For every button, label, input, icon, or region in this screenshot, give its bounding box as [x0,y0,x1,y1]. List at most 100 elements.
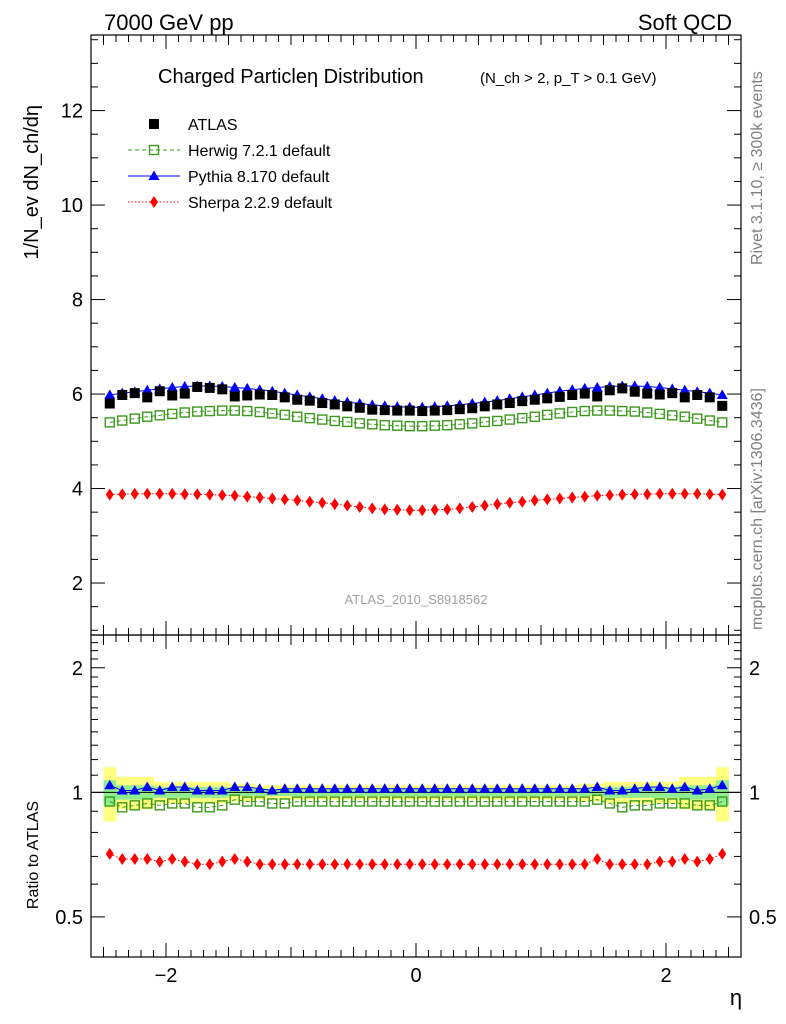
legend: ATLAS Herwig 7.2.1 default Pythia 8.170 de… [128,117,333,212]
data-point [454,419,465,430]
data-point [392,405,403,416]
ratio-point [455,858,464,871]
data-point [329,399,340,410]
data-point [717,417,728,428]
ratio-point [629,800,640,811]
series-diamond [105,487,727,517]
data-point [418,504,427,517]
ratio-point [443,858,452,871]
data-point [166,381,178,392]
ratio-point [254,796,265,807]
data-point [292,394,303,405]
data-point [155,487,164,500]
data-point [117,390,128,400]
ratio-point [668,855,677,868]
data-point [104,398,115,409]
main-y-tick-label: 8 [72,290,83,312]
ratio-point [268,858,277,871]
data-point [429,405,440,416]
data-point [279,392,290,403]
ratio-point [579,796,590,807]
data-point [604,405,615,416]
ratio-point [580,858,589,871]
ratio-point [391,783,403,793]
data-point [567,406,578,418]
legend-label: Sherpa 2.2.9 default [188,195,333,212]
ratio-point [129,800,140,811]
ratio-point [666,783,678,793]
data-point [529,394,540,405]
ratio-point [554,796,565,807]
ratio-point [418,858,427,871]
main-y-tick-label: 6 [72,384,83,406]
ratio-point [118,853,127,866]
data-point [654,408,665,420]
data-point [592,391,603,402]
data-point [493,498,502,511]
ratio-point [292,796,303,807]
ratio-point [641,781,653,792]
ratio-point [704,783,716,793]
ratio-point [105,847,114,860]
ratio-point [479,796,490,807]
ratio-point [629,783,641,793]
data-point [705,488,714,501]
legend-entry: Herwig 7.2.1 default [128,143,331,160]
data-point [692,390,703,400]
data-point [267,390,278,400]
ratio-series-line [109,799,723,808]
data-point [354,418,365,429]
ratio-point [242,796,253,807]
data-point [179,388,190,399]
ratio-point [618,858,627,871]
main-data-series [104,380,728,517]
ratio-point [317,796,328,807]
data-point [555,492,564,505]
data-point [430,503,439,516]
ratio-point [642,800,653,811]
data-point [329,415,340,427]
data-point [118,488,127,501]
data-point [617,383,628,394]
ratio-point [217,800,228,811]
ratio-point [579,783,591,793]
ratio-point [404,783,416,793]
data-point [480,499,489,512]
data-point [392,420,403,431]
legend-entry: Sherpa 2.2.9 default [128,195,333,212]
ratio-point [630,858,639,871]
data-point [204,382,215,393]
data-point [229,391,240,402]
ratio-point [392,796,403,807]
ratio-point [179,781,191,792]
ratio-point [404,796,415,807]
ratio-point [429,796,440,807]
main-y-tick-label: 10 [61,195,83,217]
ratio-point [216,785,228,795]
ratio-point [379,783,391,793]
ratio-point [529,796,540,807]
ratio-point [305,858,314,871]
ratio-point [104,796,115,807]
ratio-point [393,858,402,871]
ratio-point [341,783,353,793]
ratio-point [104,779,116,790]
data-point [468,500,477,513]
ratio-point [516,783,528,793]
data-point [242,405,253,417]
ratio-point [354,796,365,807]
legend-entry: Pythia 8.170 default [128,169,330,186]
ratio-point [493,858,502,871]
data-point [504,414,515,425]
ratio-point [229,781,241,792]
ratio-point [154,785,166,795]
data-point [467,403,478,414]
ratio-point [405,858,414,871]
data-point [367,419,378,430]
ratio-point [342,796,353,807]
data-point [142,411,153,422]
data-point [442,420,453,431]
data-point [179,407,190,418]
ratio-point [354,783,366,793]
ratio-y-axis-label: Ratio to ATLAS [25,801,42,909]
